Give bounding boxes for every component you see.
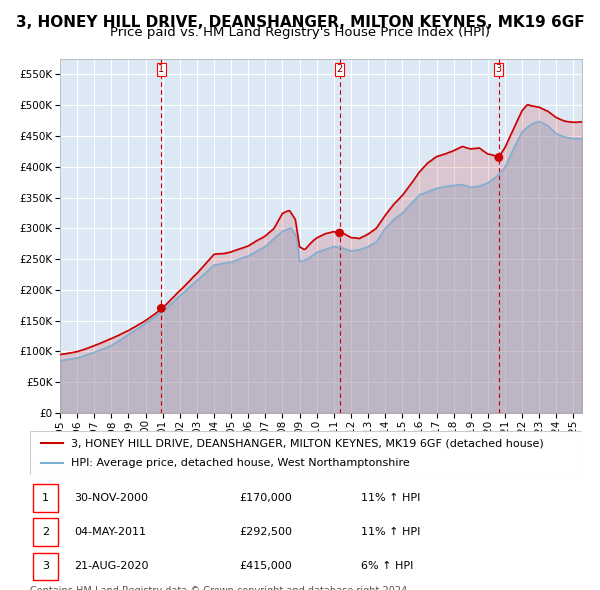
Text: 1: 1	[158, 64, 164, 74]
Text: 21-AUG-2020: 21-AUG-2020	[74, 562, 149, 571]
Text: 3: 3	[42, 562, 49, 571]
FancyBboxPatch shape	[33, 484, 58, 512]
Text: 3: 3	[496, 64, 502, 74]
Text: 11% ↑ HPI: 11% ↑ HPI	[361, 493, 421, 503]
FancyBboxPatch shape	[30, 431, 582, 475]
Text: 3, HONEY HILL DRIVE, DEANSHANGER, MILTON KEYNES, MK19 6GF: 3, HONEY HILL DRIVE, DEANSHANGER, MILTON…	[16, 15, 584, 30]
Text: Price paid vs. HM Land Registry's House Price Index (HPI): Price paid vs. HM Land Registry's House …	[110, 26, 490, 39]
FancyBboxPatch shape	[33, 553, 58, 580]
Text: 2: 2	[337, 64, 343, 74]
Text: £170,000: £170,000	[240, 493, 293, 503]
Text: £415,000: £415,000	[240, 562, 293, 571]
Text: 2: 2	[42, 527, 49, 537]
Point	[335, 228, 344, 238]
Text: Contains HM Land Registry data © Crown copyright and database right 2024.: Contains HM Land Registry data © Crown c…	[30, 586, 410, 590]
Text: HPI: Average price, detached house, West Northamptonshire: HPI: Average price, detached house, West…	[71, 458, 410, 467]
Text: £292,500: £292,500	[240, 527, 293, 537]
Text: 6% ↑ HPI: 6% ↑ HPI	[361, 562, 413, 571]
Text: 30-NOV-2000: 30-NOV-2000	[74, 493, 148, 503]
Text: 11% ↑ HPI: 11% ↑ HPI	[361, 527, 421, 537]
Text: 3, HONEY HILL DRIVE, DEANSHANGER, MILTON KEYNES, MK19 6GF (detached house): 3, HONEY HILL DRIVE, DEANSHANGER, MILTON…	[71, 438, 544, 448]
Point	[157, 304, 166, 313]
FancyBboxPatch shape	[33, 519, 58, 546]
Text: 04-MAY-2011: 04-MAY-2011	[74, 527, 146, 537]
Text: 1: 1	[42, 493, 49, 503]
Point	[494, 153, 503, 162]
